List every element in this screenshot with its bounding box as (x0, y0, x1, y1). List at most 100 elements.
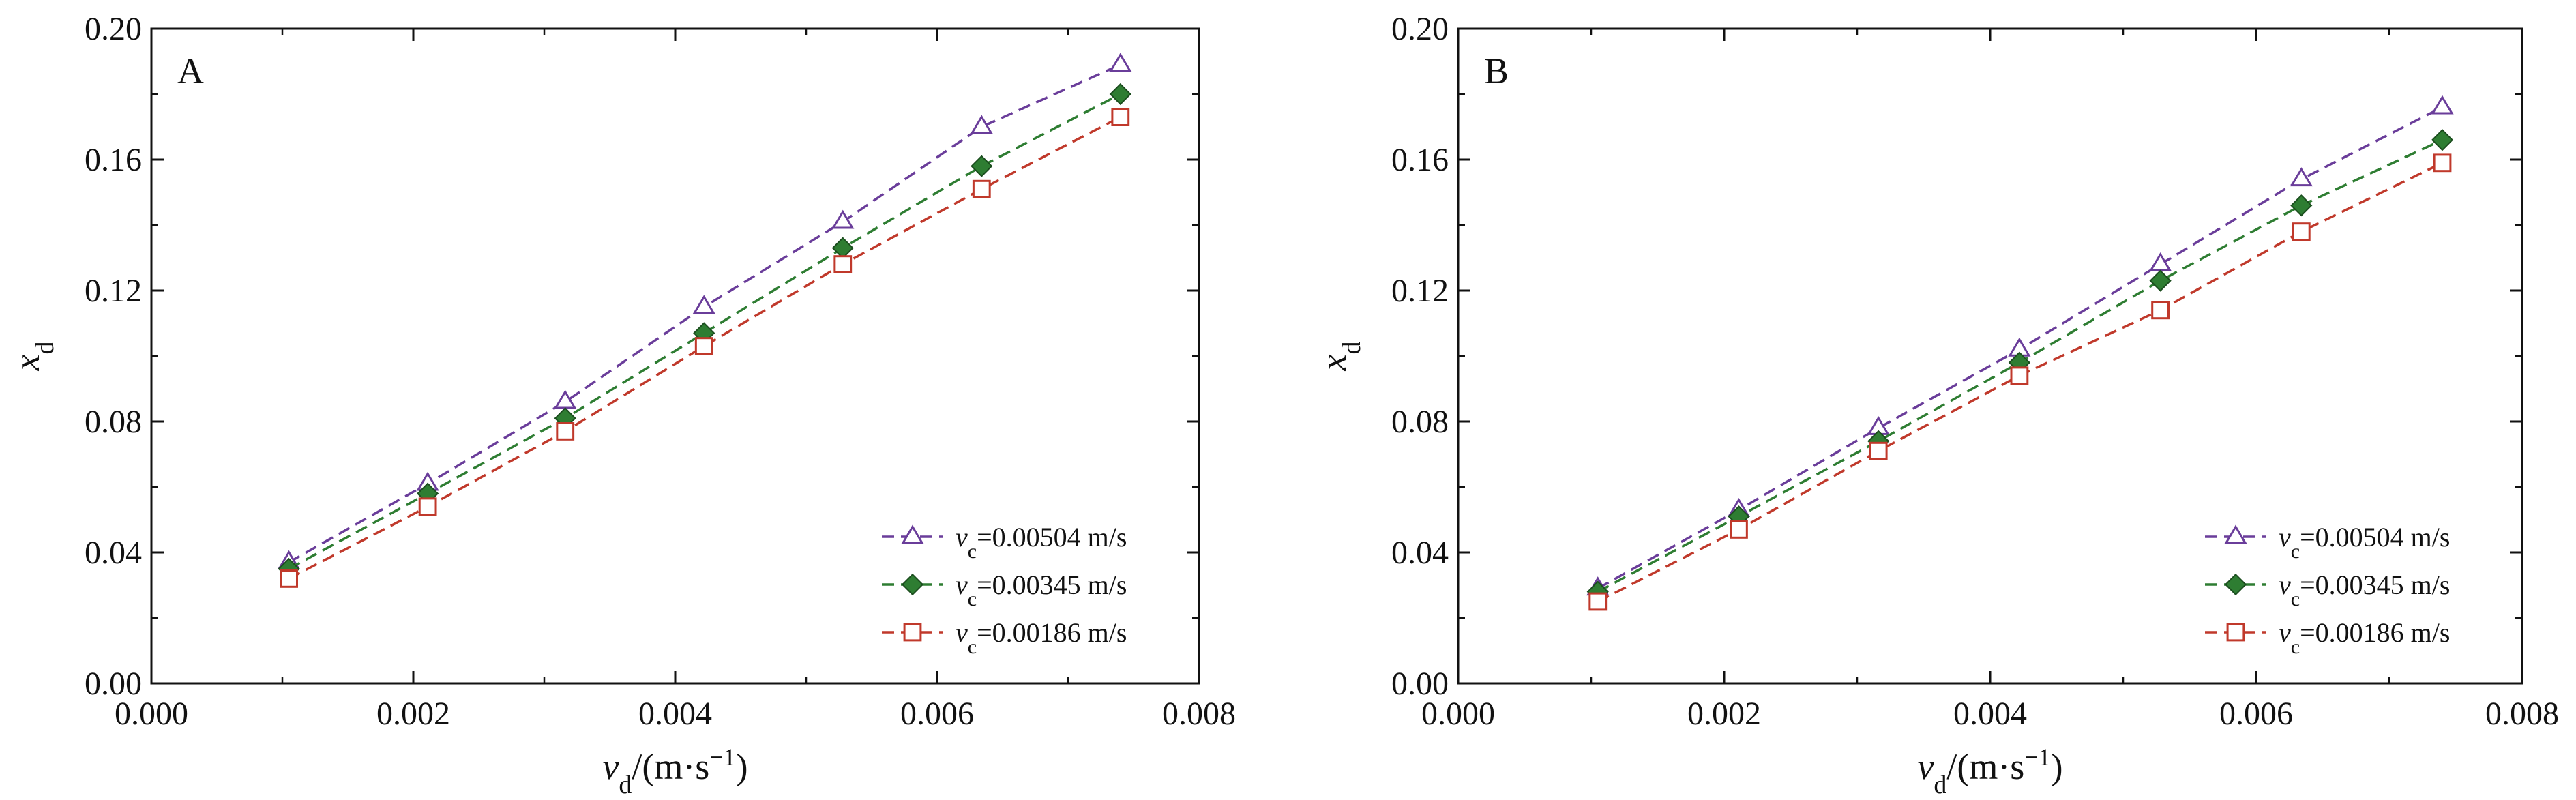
legend-var: v (956, 522, 968, 552)
data-point-2 (972, 179, 991, 198)
data-point-1 (971, 155, 993, 177)
y-tick-label: 0.08 (85, 404, 142, 440)
data-point-2 (2010, 366, 2029, 385)
x-axis-label-sub: d (619, 771, 632, 799)
data-point-2 (1869, 441, 1888, 460)
data-point-0 (1109, 53, 1132, 72)
legend-var: v (2279, 569, 2291, 600)
data-point-2 (833, 255, 853, 274)
x-axis-label-var: v (602, 746, 619, 787)
legend-entry-0: vc=0.00504 m/s (956, 522, 1127, 563)
data-point-0 (2431, 95, 2454, 115)
data-point-2 (1730, 520, 1748, 539)
x-axis-label-unit: /(m·s (1946, 746, 2024, 787)
x-axis-label-sub: d (1934, 771, 1946, 799)
x-axis-label-var: v (1917, 746, 1934, 787)
y-axis-label-var: x (6, 354, 47, 371)
legend-name: =0.00504 m/s (2300, 522, 2450, 552)
x-tick-label: 0.004 (638, 696, 712, 732)
x-tick-label: 0.002 (1687, 696, 1761, 732)
y-tick-label: 0.16 (85, 142, 142, 178)
x-axis-label: vd/(m·s−1) (602, 743, 747, 799)
y-tick-label: 0.00 (85, 666, 142, 702)
legend-var: v (2279, 617, 2291, 648)
legend-sub: c (2291, 588, 2300, 610)
legend-marker-0 (2224, 524, 2247, 544)
y-tick-label: 0.12 (1391, 273, 1449, 309)
data-point-0 (831, 209, 855, 229)
y-axis-label-sub: d (31, 342, 59, 355)
legend-name: =0.00186 m/s (2300, 617, 2450, 648)
data-point-1 (2290, 194, 2313, 217)
legend-entry-1: vc=0.00345 m/s (956, 569, 1127, 610)
panel-label: B (1484, 50, 1509, 91)
legend-marker-0 (901, 524, 924, 544)
data-point-0 (692, 295, 715, 314)
legend-sub: c (968, 588, 977, 610)
data-point-1 (2149, 269, 2172, 292)
chart-panel-a: 0.000 0.002 0.004 0.006 0.008 0.00 0.04 0.08 0.1… (6, 11, 1236, 799)
data-point-2 (1111, 108, 1130, 126)
data-point-1 (2431, 129, 2454, 151)
legend-marker-2 (903, 623, 922, 642)
y-tick-label: 0.04 (1391, 535, 1449, 571)
legend-name: =0.00186 m/s (977, 617, 1127, 648)
legend-entry-2: vc=0.00186 m/s (956, 617, 1127, 658)
y-tick-label: 0.20 (85, 11, 142, 47)
x-axis-label-sup: −1 (2024, 743, 2050, 771)
x-tick-label: 0.006 (2219, 696, 2293, 732)
legend-var: v (956, 569, 968, 600)
x-tick-label: 0.004 (1953, 696, 2027, 732)
legend-entry-1: vc=0.00345 m/s (2279, 569, 2450, 610)
legend-sub: c (2291, 636, 2300, 658)
x-axis-label: vd/(m·s−1) (1917, 743, 2062, 799)
x-tick-label: 0.008 (1162, 696, 1236, 732)
legend-entry-2: vc=0.00186 m/s (2279, 617, 2450, 658)
x-axis-label-close: ) (736, 746, 748, 787)
data-point-0 (970, 115, 993, 134)
y-tick-label: 0.08 (1391, 404, 1449, 440)
data-point-2 (1588, 592, 1608, 611)
data-point-0 (2148, 252, 2172, 271)
legend-marker-1 (2224, 573, 2247, 596)
x-tick-label: 0.000 (1421, 696, 1495, 732)
y-axis-label: xd (6, 342, 59, 372)
y-tick-label: 0.12 (85, 273, 142, 309)
data-point-2 (280, 569, 299, 588)
y-tick-label: 0.00 (1391, 666, 1449, 702)
legend-var: v (956, 617, 968, 648)
legend-entry-0: vc=0.00504 m/s (2279, 522, 2450, 563)
legend-marker-1 (901, 573, 924, 596)
legend-marker-2 (2226, 623, 2245, 642)
data-point-2 (2292, 222, 2311, 241)
y-axis-label-var: x (1313, 354, 1354, 371)
legend-name: =0.00345 m/s (2300, 569, 2450, 600)
y-axis-label: xd (1313, 342, 1366, 372)
legend-sub: c (968, 540, 977, 563)
data-point-1 (1109, 83, 1131, 106)
legend-sub: c (968, 636, 977, 658)
legend-sub: c (2291, 540, 2300, 563)
chart-panel-b: 0.000 0.002 0.004 0.006 0.008 0.00 0.04 0.08 0.1… (1313, 11, 2559, 799)
x-axis-label-sup: −1 (709, 743, 735, 771)
legend-name: =0.00345 m/s (977, 569, 1127, 600)
data-point-2 (694, 337, 713, 356)
legend-var: v (2279, 522, 2291, 552)
legend-name: =0.00504 m/s (977, 522, 1127, 552)
y-tick-label: 0.20 (1391, 11, 1449, 47)
data-point-2 (2151, 301, 2170, 320)
x-axis-label-close: ) (2051, 746, 2063, 787)
x-tick-label: 0.006 (900, 696, 974, 732)
data-point-2 (2433, 153, 2452, 173)
y-axis-label-sub: d (1337, 342, 1366, 355)
x-axis-label-unit: /(m·s (632, 746, 709, 787)
data-point-2 (418, 497, 437, 516)
x-tick-label: 0.002 (376, 696, 450, 732)
x-tick-label: 0.008 (2485, 696, 2559, 732)
data-point-1 (831, 237, 854, 259)
data-point-2 (556, 422, 575, 441)
data-point-0 (2290, 167, 2313, 187)
y-tick-label: 0.16 (1391, 142, 1449, 178)
x-tick-label: 0.000 (115, 696, 188, 732)
